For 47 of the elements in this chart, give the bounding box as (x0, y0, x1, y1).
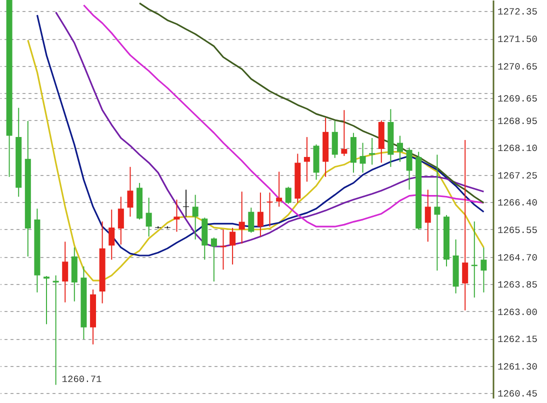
candlestick (266, 192, 273, 228)
y-tick-label: 1270.65 (498, 61, 538, 72)
candlestick (360, 142, 366, 174)
candlestick (462, 139, 468, 311)
candlestick (210, 237, 217, 282)
y-tick-label: 1271.50 (498, 34, 538, 46)
candlestick (424, 189, 431, 242)
y-tick-label: 1262.15 (498, 334, 538, 346)
candlestick (108, 209, 115, 260)
candlestick (276, 171, 282, 208)
y-tick-label: 1261.30 (498, 361, 538, 372)
candlestick (480, 246, 487, 293)
y-tick-label: 1272.35 (498, 6, 538, 18)
y-tick-label: 1260.45 (498, 388, 538, 400)
candlestick (248, 207, 254, 234)
candlestick (174, 199, 180, 232)
candlestick (118, 196, 124, 246)
candlestick (332, 120, 338, 158)
candlestick (62, 241, 68, 303)
candlestick (44, 276, 50, 325)
y-tick-label: 1267.25 (498, 170, 538, 182)
candlestick (230, 227, 236, 265)
candlestick (304, 136, 310, 182)
candlestick (238, 191, 245, 244)
candlestick (257, 192, 264, 238)
candlestick (127, 166, 134, 218)
candlestick (192, 194, 198, 240)
candlestick (341, 110, 348, 156)
y-tick-label: 1264.70 (498, 252, 538, 264)
candlestick (406, 147, 412, 190)
y-tick-label: 1269.65 (498, 93, 538, 104)
candlestick (396, 135, 403, 162)
y-tick-label: 1263.85 (498, 280, 538, 291)
line-series (27, 39, 484, 282)
candlestick (146, 197, 152, 238)
annotation: 1260.71 (62, 374, 102, 385)
y-tick-label: 1263.00 (498, 306, 538, 318)
candlestick (434, 154, 440, 272)
y-tick-label: 1268.10 (498, 143, 538, 154)
candlestick (52, 274, 59, 386)
candlestick (369, 138, 376, 166)
candlestick (285, 186, 292, 204)
y-tick-label: 1268.95 (498, 116, 538, 127)
line-series (82, 4, 484, 228)
y-tick-label: 1266.40 (498, 198, 538, 209)
line-series (138, 2, 484, 204)
y-tick-label: 1265.55 (498, 224, 538, 236)
